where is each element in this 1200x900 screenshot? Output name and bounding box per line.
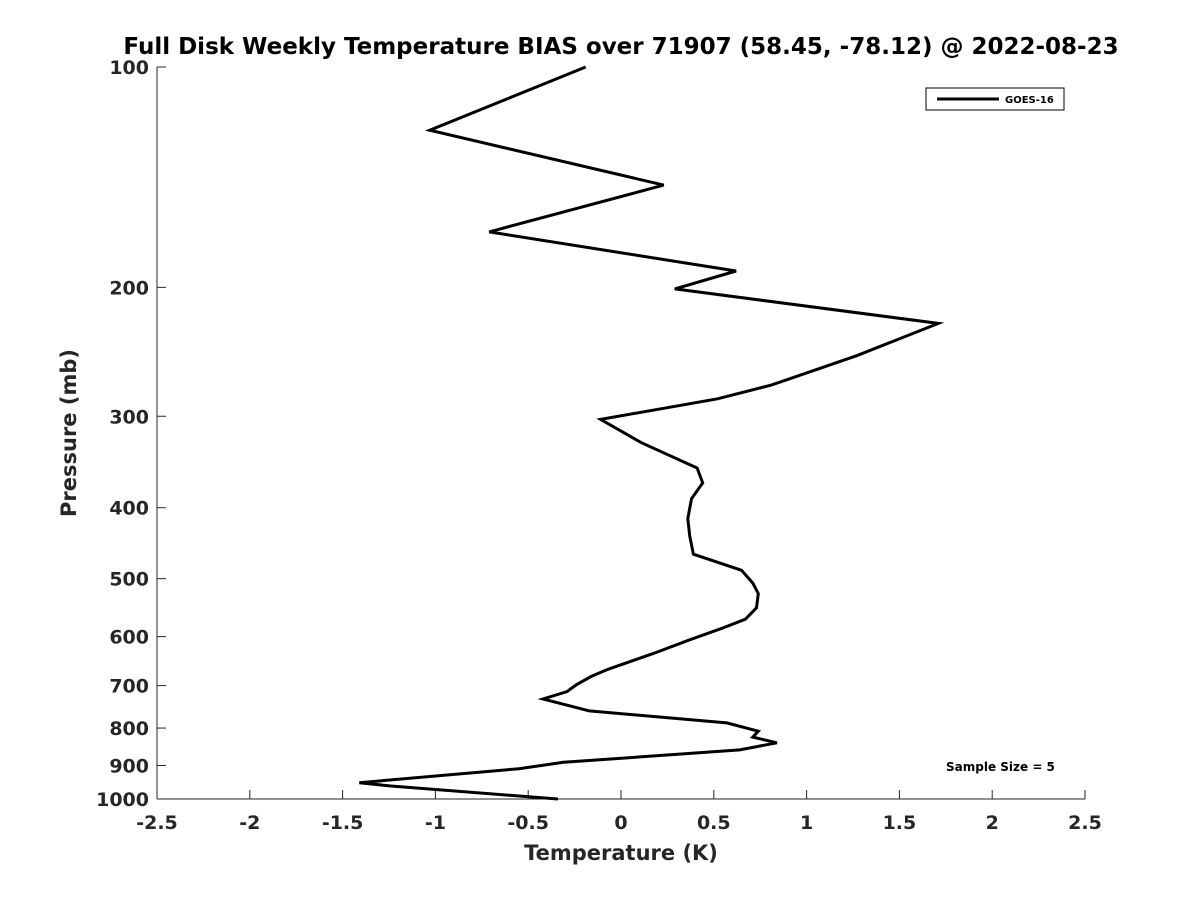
x-tick-label: 2.5: [1068, 812, 1102, 834]
y-axis-ticks: 100 200 300 400 500 600 700 800 900 1000: [96, 57, 166, 811]
x-tick-label: -2: [239, 812, 260, 834]
legend-label-goes-16: GOES-16: [1005, 95, 1054, 106]
x-tick-label: 0: [614, 812, 627, 834]
legend: GOES-16: [925, 87, 1065, 111]
x-tick-label: 1: [800, 812, 813, 834]
sample-size-annotation: Sample Size = 5: [946, 760, 1055, 774]
x-axis-ticks: -2.5 -2 -1.5 -1 -0.5 0 0.5 1 1.5 2 2.5: [136, 790, 1102, 834]
y-tick-label: 900: [109, 756, 149, 778]
y-tick-label: 700: [109, 676, 149, 698]
x-tick-label: 0.5: [697, 812, 731, 834]
x-tick-label: 2: [986, 812, 999, 834]
plot-area: [157, 67, 1085, 799]
y-tick-label: 100: [109, 57, 149, 79]
y-tick-label: 500: [109, 569, 149, 591]
y-axis-label: Pressure (mb): [57, 349, 81, 517]
x-tick-label: 1.5: [883, 812, 917, 834]
x-tick-label: -1: [425, 812, 446, 834]
y-tick-label: 600: [109, 627, 149, 649]
y-tick-label: 1000: [96, 789, 149, 811]
x-axis-label: Temperature (K): [524, 841, 718, 865]
y-tick-label: 300: [109, 406, 149, 428]
x-tick-label: -2.5: [136, 812, 178, 834]
x-tick-label: -1.5: [322, 812, 364, 834]
chart-title: Full Disk Weekly Temperature BIAS over 7…: [123, 34, 1118, 60]
y-tick-label: 400: [109, 498, 149, 520]
series-group: [359, 65, 945, 801]
x-tick-label: -0.5: [507, 812, 549, 834]
y-tick-label: 800: [109, 718, 149, 740]
series-line-goes-16: [359, 65, 945, 801]
y-tick-label: 200: [109, 277, 149, 299]
